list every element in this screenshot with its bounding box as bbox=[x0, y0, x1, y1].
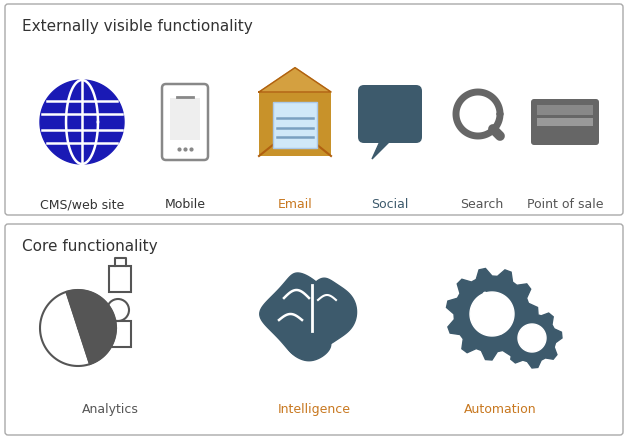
FancyBboxPatch shape bbox=[531, 99, 599, 145]
Bar bbox=[170, 98, 200, 140]
Polygon shape bbox=[78, 328, 116, 364]
Polygon shape bbox=[518, 324, 546, 352]
FancyBboxPatch shape bbox=[5, 4, 623, 215]
Polygon shape bbox=[447, 268, 538, 360]
Text: Mobile: Mobile bbox=[165, 198, 205, 211]
Bar bbox=[109, 266, 131, 292]
Text: Intelligence: Intelligence bbox=[278, 403, 350, 416]
Text: Core functionality: Core functionality bbox=[22, 239, 158, 254]
Polygon shape bbox=[259, 68, 331, 92]
Text: Search: Search bbox=[460, 198, 504, 211]
Bar bbox=[537, 105, 593, 115]
Polygon shape bbox=[260, 273, 348, 355]
Polygon shape bbox=[470, 292, 514, 336]
Polygon shape bbox=[287, 327, 331, 361]
Text: Automation: Automation bbox=[463, 403, 536, 416]
Bar bbox=[259, 92, 331, 156]
FancyBboxPatch shape bbox=[358, 85, 422, 143]
FancyBboxPatch shape bbox=[5, 224, 623, 435]
Bar bbox=[273, 102, 317, 148]
Text: CMS/web site: CMS/web site bbox=[40, 198, 124, 211]
Polygon shape bbox=[502, 308, 562, 368]
FancyBboxPatch shape bbox=[162, 84, 208, 160]
Text: Externally visible functionality: Externally visible functionality bbox=[22, 19, 252, 34]
Text: Social: Social bbox=[371, 198, 409, 211]
Bar bbox=[105, 321, 131, 347]
Polygon shape bbox=[67, 290, 116, 328]
Text: Point of sale: Point of sale bbox=[527, 198, 604, 211]
Polygon shape bbox=[372, 137, 394, 159]
Polygon shape bbox=[300, 278, 357, 346]
Text: Email: Email bbox=[278, 198, 312, 211]
Text: Analytics: Analytics bbox=[82, 403, 138, 416]
Bar bbox=[537, 118, 593, 126]
Polygon shape bbox=[40, 80, 124, 164]
